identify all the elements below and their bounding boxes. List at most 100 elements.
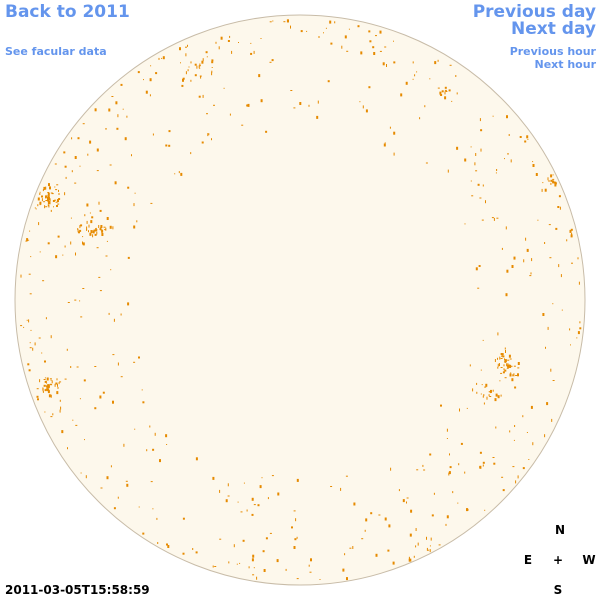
facula-dot: [408, 558, 410, 562]
facula-dot: [526, 135, 529, 139]
facula-dot: [323, 32, 324, 34]
facula-dot: [74, 299, 77, 301]
facula-dot: [269, 61, 272, 63]
facula-dot: [379, 30, 382, 34]
facula-dot: [44, 377, 46, 379]
facula-dot: [480, 393, 482, 395]
facula-dot: [460, 442, 463, 445]
facula-dot: [82, 241, 83, 245]
facula-dot: [200, 75, 202, 79]
facula-dot: [64, 245, 66, 248]
facula-dot: [523, 259, 525, 263]
facula-dot: [406, 497, 409, 499]
facula-dot: [77, 228, 79, 231]
facula-dot: [497, 332, 499, 336]
back-to-year-link[interactable]: Back to 2011: [5, 2, 130, 22]
facula-dot: [196, 65, 198, 69]
facula-dot: [325, 27, 327, 29]
facula-dot: [57, 235, 60, 238]
facula-dot: [293, 107, 296, 109]
facula-dot: [306, 30, 308, 32]
compass-east-label: E: [523, 553, 533, 567]
facula-dot: [80, 472, 82, 474]
facula-dot: [512, 466, 515, 468]
facula-dot: [188, 66, 190, 68]
facula-dot: [105, 128, 107, 130]
facula-dot: [464, 223, 466, 225]
facula-dot: [319, 579, 321, 580]
facula-dot: [211, 59, 214, 62]
facula-dot: [37, 197, 40, 201]
facula-dot: [511, 378, 514, 382]
facula-dot: [445, 523, 447, 526]
facula-dot: [25, 240, 28, 242]
facula-dot: [137, 71, 140, 74]
facula-dot: [127, 302, 130, 306]
facula-dot: [180, 62, 181, 64]
facula-dot: [85, 475, 87, 479]
facula-dot: [229, 35, 231, 38]
next-day-link[interactable]: Next day: [511, 19, 596, 39]
facula-dot: [46, 194, 48, 196]
facula-dot: [75, 424, 78, 426]
next-hour-link[interactable]: Next hour: [534, 58, 597, 71]
facula-dot: [481, 384, 483, 386]
facula-dot: [525, 237, 527, 241]
facula-dot: [250, 52, 253, 55]
facula-dot: [569, 229, 572, 233]
facula-dot: [39, 193, 41, 195]
facula-dot: [552, 380, 555, 381]
facula-dot: [503, 368, 505, 371]
facula-dot: [43, 379, 46, 380]
facula-dot: [259, 485, 262, 489]
facula-dot: [95, 228, 97, 230]
facula-dot: [285, 568, 287, 571]
facula-dot: [166, 444, 168, 445]
facula-dot: [72, 419, 74, 421]
facula-dot: [505, 226, 507, 230]
facula-dot: [46, 387, 48, 391]
facula-dot: [415, 528, 417, 531]
facula-dot: [485, 383, 488, 387]
facula-dot: [201, 141, 204, 144]
facula-dot: [506, 363, 508, 367]
facula-dot: [475, 153, 477, 156]
facula-dot: [431, 514, 434, 517]
facula-dot: [54, 186, 56, 188]
facula-dot: [227, 40, 230, 42]
facula-dot: [451, 100, 453, 102]
facula-dot: [260, 38, 262, 39]
facula-dot: [47, 195, 50, 199]
facula-dot: [530, 405, 533, 409]
facula-dot: [48, 204, 50, 208]
facula-dot: [50, 209, 52, 212]
facula-dot: [60, 406, 62, 410]
facula-dot: [182, 552, 185, 555]
facula-dot: [507, 363, 509, 365]
facula-dot: [20, 325, 23, 327]
facula-dot: [112, 354, 115, 356]
previous-day-link[interactable]: Previous day: [472, 2, 596, 22]
facula-dot: [98, 225, 100, 228]
see-facular-data-link[interactable]: See facular data: [5, 45, 107, 58]
facula-dot: [446, 428, 448, 432]
previous-hour-link[interactable]: Previous hour: [509, 45, 596, 58]
facula-dot: [547, 177, 549, 181]
facula-dot: [127, 186, 130, 189]
facula-dot: [152, 133, 154, 136]
facula-dot: [393, 40, 394, 42]
facula-dot: [99, 395, 102, 399]
facula-dot: [554, 182, 557, 185]
facula-dot: [482, 184, 484, 187]
facula-dot: [510, 365, 513, 367]
facula-dot: [211, 72, 213, 76]
facula-dot: [447, 169, 449, 173]
facula-dot: [558, 264, 560, 268]
facula-dot: [46, 382, 48, 384]
facula-dot: [501, 353, 504, 356]
facula-dot: [276, 559, 279, 563]
facula-dot: [45, 380, 47, 383]
facula-dot: [384, 142, 386, 144]
facula-dot: [542, 182, 544, 184]
facula-dot: [265, 130, 268, 133]
